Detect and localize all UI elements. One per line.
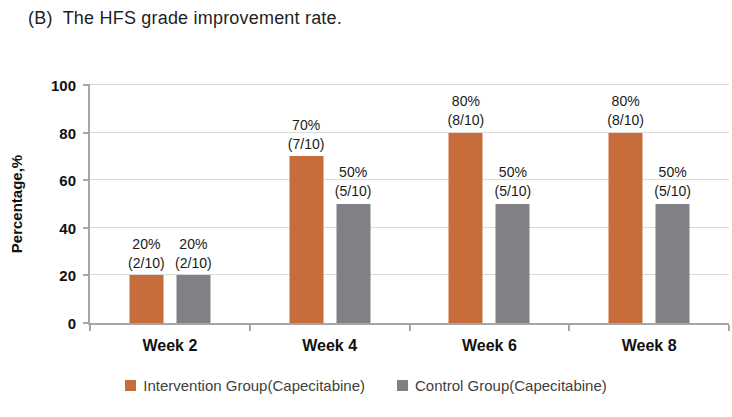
- y-tick-mark-60: [83, 179, 90, 181]
- legend-label: Control Group(Capecitabine): [415, 377, 607, 394]
- bar-value-label: 20% (2/10): [128, 235, 165, 273]
- bar-intervention-group-week-6: 80% (8/10): [449, 133, 483, 323]
- bar-control-group-week-8: 50% (5/10): [656, 204, 690, 323]
- figure-panel-b: (B) The HFS grade improvement rate. Perc…: [0, 0, 732, 417]
- bar-intervention-group-week-8: 80% (8/10): [609, 133, 643, 323]
- y-tick-label-100: 100: [51, 78, 76, 93]
- x-category-label-week-2: Week 2: [142, 337, 197, 355]
- plot-area: 02040608010020% (2/10)20% (2/10)Week 270…: [88, 85, 729, 325]
- legend-color-swatch: [125, 380, 136, 391]
- legend-item-intervention-group: Intervention Group(Capecitabine): [125, 377, 365, 394]
- y-tick-label-60: 60: [59, 173, 76, 188]
- y-tick-mark-100: [83, 84, 90, 86]
- x-category-label-week-6: Week 6: [462, 337, 517, 355]
- bar-value-label: 50% (5/10): [335, 163, 372, 201]
- bar-group-week-4: 70% (7/10) 50% (5/10): [289, 85, 370, 323]
- legend-color-swatch: [397, 380, 408, 391]
- bar-value-label: 50% (5/10): [654, 163, 691, 201]
- bar-group-week-6: 80% (8/10) 50% (5/10): [449, 85, 530, 323]
- bar-value-label: 70% (7/10): [288, 116, 325, 154]
- bar-value-label: 50% (5/10): [495, 163, 532, 201]
- x-category-label-week-4: Week 4: [302, 337, 357, 355]
- y-tick-mark-40: [83, 227, 90, 229]
- y-tick-mark-20: [83, 274, 90, 276]
- bar-control-group-week-2: 20% (2/10): [176, 275, 210, 323]
- bar-value-label: 80% (8/10): [448, 92, 485, 130]
- bar-intervention-group-week-2: 20% (2/10): [129, 275, 163, 323]
- figure-title: (B) The HFS grade improvement rate.: [28, 8, 342, 29]
- y-tick-label-80: 80: [59, 125, 76, 140]
- x-tick-mark-1: [249, 325, 251, 331]
- x-tick-mark-0: [89, 325, 91, 331]
- legend-label: Intervention Group(Capecitabine): [143, 377, 365, 394]
- y-tick-label-0: 0: [68, 316, 76, 331]
- y-tick-label-40: 40: [59, 220, 76, 235]
- y-tick-mark-80: [83, 132, 90, 134]
- legend-item-control-group: Control Group(Capecitabine): [397, 377, 607, 394]
- x-tick-mark-2: [409, 325, 411, 331]
- y-tick-label-20: 20: [59, 268, 76, 283]
- x-tick-mark-3: [568, 325, 570, 331]
- bar-value-label: 20% (2/10): [175, 235, 212, 273]
- bar-value-label: 80% (8/10): [607, 92, 644, 130]
- bar-group-week-8: 80% (8/10) 50% (5/10): [609, 85, 690, 323]
- y-tick-mark-0: [83, 322, 90, 324]
- bar-control-group-week-4: 50% (5/10): [336, 204, 370, 323]
- bar-group-week-2: 20% (2/10)20% (2/10): [129, 85, 210, 323]
- bar-intervention-group-week-4: 70% (7/10): [289, 156, 323, 323]
- x-tick-mark-4: [728, 325, 730, 331]
- y-axis-title: Percentage,%: [8, 155, 25, 253]
- x-category-label-week-8: Week 8: [622, 337, 677, 355]
- bar-control-group-week-6: 50% (5/10): [496, 204, 530, 323]
- legend: Intervention Group(Capecitabine) Control …: [0, 377, 732, 394]
